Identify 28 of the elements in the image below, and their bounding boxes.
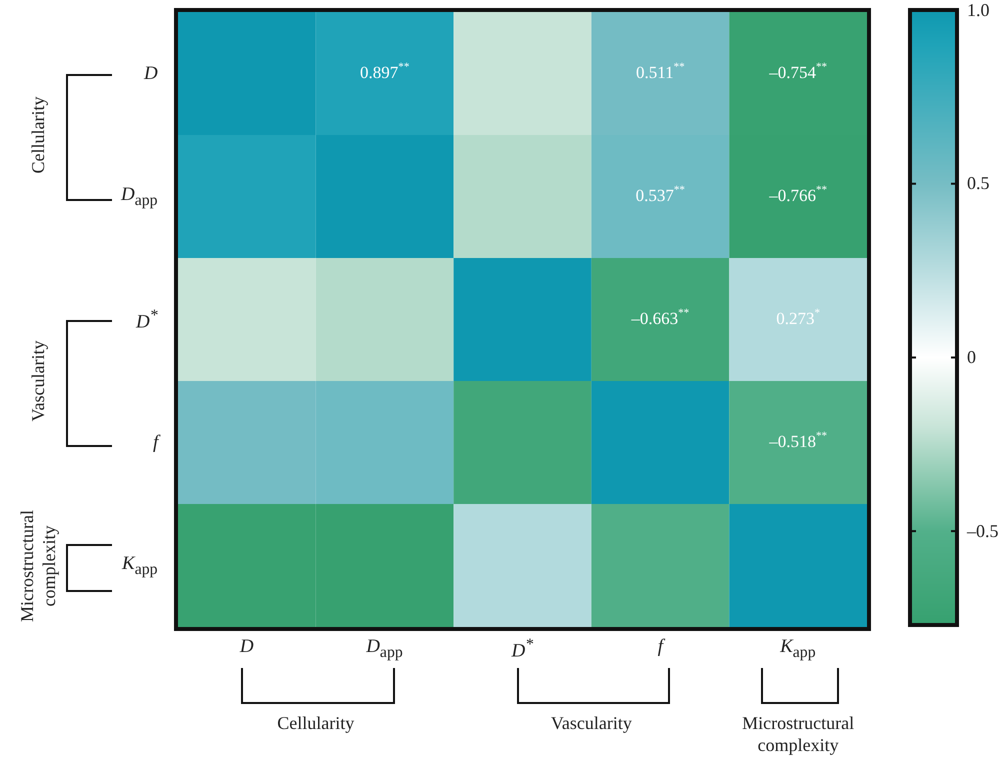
text: Microstructural complexity bbox=[16, 508, 60, 624]
data-label: –0.766** bbox=[768, 184, 827, 205]
data-label: 0.537** bbox=[636, 184, 685, 205]
color-bar-label: –0.5 bbox=[967, 520, 998, 542]
x-tick-label: D$_{app}$ bbox=[366, 636, 403, 662]
x-tick-label: D$^{*}$ bbox=[512, 636, 534, 662]
x-tick-label: K$_{app}$ bbox=[780, 636, 816, 662]
color-bar-label: 0.5 bbox=[967, 173, 990, 194]
y-tick-label: D bbox=[144, 62, 158, 84]
data-label: –0.663** bbox=[630, 306, 690, 328]
x-tick-label: f bbox=[658, 636, 664, 658]
data-label: –0.518** bbox=[768, 430, 827, 451]
text: Vascularity bbox=[550, 712, 633, 734]
data-label: 0.273* bbox=[776, 306, 820, 328]
y-tick-label: f bbox=[153, 432, 158, 454]
y-tick-label: D$_{app}$ bbox=[121, 184, 158, 210]
text: Cellularity bbox=[27, 96, 49, 176]
text: Vascularity bbox=[27, 340, 49, 424]
y-tick-label: D$^{*}$ bbox=[136, 306, 158, 333]
text: Microstructural complexity bbox=[741, 712, 856, 756]
data-label: 0.511** bbox=[636, 60, 685, 82]
color-bar-label: 0 bbox=[967, 346, 976, 368]
data-label: –0.754** bbox=[768, 60, 827, 82]
data-label: 0.897** bbox=[360, 60, 410, 82]
y-tick-label: K$_{app}$ bbox=[122, 552, 158, 578]
x-tick-label: D bbox=[240, 636, 254, 658]
color-bar-label: 1.0 bbox=[967, 0, 990, 20]
text: Cellularity bbox=[276, 712, 356, 734]
